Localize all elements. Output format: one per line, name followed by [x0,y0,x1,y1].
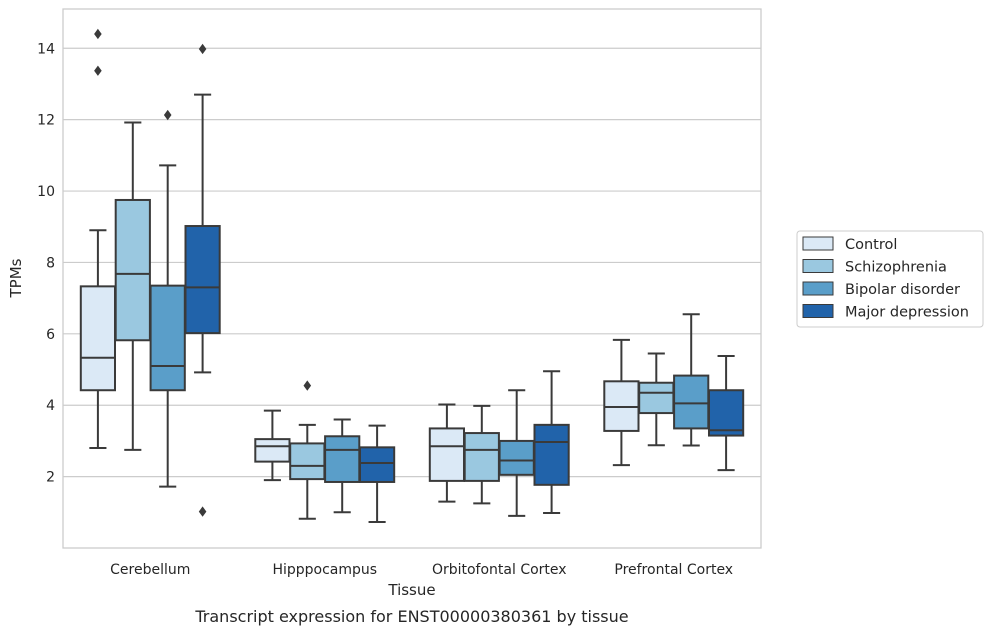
box-major-depression [184,43,221,517]
y-tick-label-10: 10 [37,184,55,200]
y-axis-ticks: 2 4 6 8 10 12 14 [37,41,55,485]
outlier-point [303,380,312,391]
plot-frame [62,8,762,549]
box-major-depression [533,370,570,515]
y-axis-label: TPMs [7,258,25,298]
outlier-point [163,109,172,121]
box-iqr [289,442,326,481]
plot-background [63,9,761,548]
y-tick-label-2: 2 [46,470,55,486]
x-tick-label: Prefrontal Cortex [614,562,733,578]
box-iqr [638,381,675,415]
x-tick-label: Orbitofontal Cortex [432,562,567,578]
y-tick-label-8: 8 [46,255,55,271]
box-iqr [533,423,570,486]
box-iqr [358,446,396,483]
box-bipolar-disorder [498,389,535,517]
chart-caption: Transcript expression for ENST0000038036… [194,607,628,626]
y-tick-label-6: 6 [46,327,55,343]
outlier-point [94,65,102,76]
box-iqr [254,438,291,463]
box-iqr [324,435,361,483]
outlier-point [198,43,207,55]
box-iqr [184,225,221,335]
box-iqr [428,427,466,482]
box-major-depression [707,354,745,472]
box-iqr [498,439,535,476]
legend-swatch [802,304,834,318]
box-schizophrenia [289,380,326,520]
y-tick-label-4: 4 [46,398,55,414]
box-iqr [707,389,745,437]
box-major-depression [358,424,396,523]
legend-frame [796,230,984,328]
x-axis-ticks: Cerebellum Hipppocampus Orbitofontal Corte… [110,562,733,578]
box-control [603,338,640,467]
x-axis-label: Tissue [387,581,435,599]
box-iqr [79,285,117,392]
box-bipolar-disorder [149,109,186,488]
box-series [79,28,745,523]
box-schizophrenia [463,404,500,505]
box-schizophrenia [114,121,151,451]
legend-swatch [802,259,834,273]
legend-swatch [802,281,834,296]
box-iqr [673,374,710,430]
legend-label: Schizophrenia [845,260,947,276]
x-tick-label: Hipppocampus [272,562,377,578]
legend-swatch [802,236,834,251]
outlier-point [198,506,207,517]
box-iqr [463,432,500,482]
legend: Control Schizophrenia Bipolar disorder Majo… [796,230,984,328]
y-tick-label-12: 12 [37,113,55,129]
x-tick-label: Cerebellum [110,562,190,578]
legend-label: Bipolar disorder [845,282,960,298]
box-iqr [114,198,151,342]
outlier-point [94,28,102,40]
legend-label: Major depression [845,305,969,321]
legend-label: Control [845,237,897,253]
y-tick-label-14: 14 [37,41,55,57]
box-iqr [149,284,186,392]
